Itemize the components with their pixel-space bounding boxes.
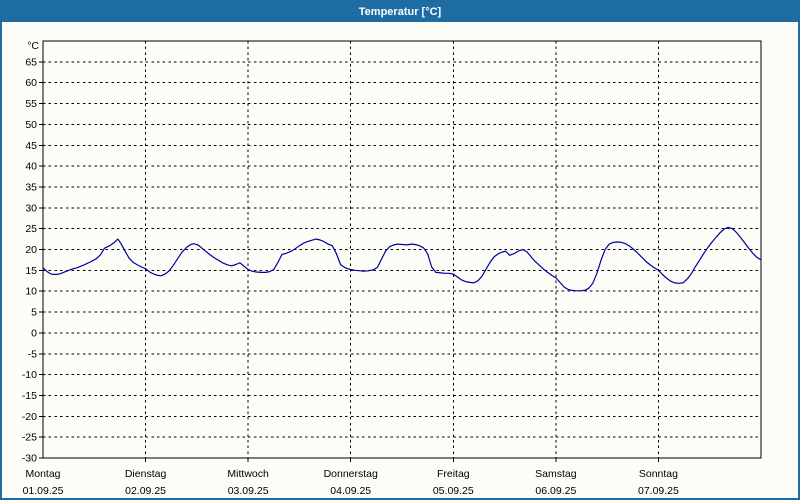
- x-day-name-label: Sonntag: [639, 468, 678, 480]
- temperature-chart: -30 -25 -20 -15 -10 -5 0 5 10 15 20 25 30 35 40 45 50 55 6…: [22, 40, 762, 497]
- y-tick-label: 50: [25, 119, 37, 131]
- y-tick-label: 35: [25, 181, 37, 193]
- chart-area: -30 -25 -20 -15 -10 -5 0 5 10 15 20 25 30 35 40 45 50 55 6…: [2, 22, 798, 498]
- y-tick-label: -20: [22, 411, 37, 423]
- y-tick-label: 15: [25, 265, 37, 277]
- x-gridlines: [145, 41, 659, 458]
- temperature-series-line: [42, 226, 762, 292]
- x-day-name-label: Dienstag: [125, 468, 167, 480]
- y-axis-unit-label: °C: [27, 40, 39, 52]
- y-gridlines: [43, 61, 761, 438]
- y-tick-label: 20: [25, 244, 37, 256]
- y-tick-label: 55: [25, 98, 37, 110]
- plot-border: [42, 40, 762, 459]
- y-tick-label: -5: [28, 348, 37, 360]
- x-day-date-label: 07.09.25: [638, 485, 679, 497]
- x-day-date-label: 02.09.25: [125, 485, 166, 497]
- y-tick-label: 45: [25, 140, 37, 152]
- x-day-date-label: 05.09.25: [433, 485, 474, 497]
- x-day-name-label: Montag: [25, 468, 60, 480]
- y-tick-label: 60: [25, 77, 37, 89]
- x-day-date-label: 01.09.25: [23, 485, 64, 497]
- x-day-name-label: Mittwoch: [227, 468, 269, 480]
- y-tick-label: 5: [31, 307, 37, 319]
- x-day-date-label: 03.09.25: [228, 485, 269, 497]
- x-day-name-label: Donnerstag: [324, 468, 378, 480]
- y-tick-label: 65: [25, 56, 37, 68]
- y-tick-label: -10: [22, 369, 37, 381]
- y-tick-label: 25: [25, 223, 37, 235]
- y-tick-label: -30: [22, 453, 37, 465]
- x-day-name-label: Freitag: [437, 468, 470, 480]
- x-day-name-label: Samstag: [535, 468, 577, 480]
- x-day-date-label: 04.09.25: [330, 485, 371, 497]
- y-axis-labels: -30 -25 -20 -15 -10 -5 0 5 10 15 20 25 30 35 40 45 50 55 6…: [22, 40, 43, 465]
- x-axis-labels: Montag 01.09.25 Dienstag 02.09.25 Mittwoch 03…: [23, 458, 679, 497]
- y-tick-label: -15: [22, 390, 37, 402]
- y-tick-label: 0: [31, 327, 37, 339]
- y-tick-label: 10: [25, 286, 37, 298]
- y-tick-label: -25: [22, 432, 37, 444]
- y-tick-label: 30: [25, 202, 37, 214]
- y-tick-label: 40: [25, 161, 37, 173]
- window-titlebar[interactable]: Temperatur [°C]: [2, 2, 798, 22]
- window-title: Temperatur [°C]: [358, 6, 442, 18]
- x-day-date-label: 06.09.25: [535, 485, 576, 497]
